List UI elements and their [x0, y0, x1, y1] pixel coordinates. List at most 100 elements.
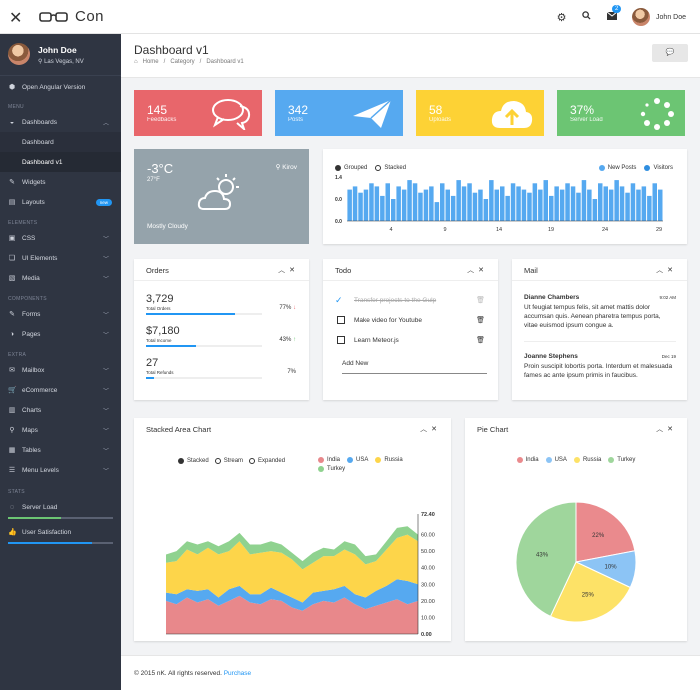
card-controls[interactable]: ︿✕ — [420, 424, 441, 434]
section-menu: MENU — [8, 104, 24, 110]
sidebar-item-tables[interactable]: ▦ Tables ﹀ — [0, 440, 121, 460]
legend-stacked[interactable]: Stacked — [375, 165, 406, 171]
todo-item[interactable]: Make video for Youtube 🗑 — [335, 312, 485, 328]
order-pct-text: 7% — [287, 369, 296, 375]
card-controls[interactable]: ︿✕ — [656, 265, 677, 275]
mail-item[interactable]: Dianne Chambers 9:02 AM Ut feugiat tempu… — [524, 294, 676, 330]
checkbox[interactable] — [337, 336, 345, 344]
chevron-up-icon[interactable]: ︿ — [656, 267, 668, 274]
sidebar-item-layouts[interactable]: ▤ Layouts new — [0, 192, 121, 212]
sidebar-item-dashboard-v1[interactable]: Dashboard v1 — [0, 152, 121, 172]
sidebar-item-dashboards[interactable]: ◒ Dashboards ︿ — [0, 112, 121, 132]
todo-item[interactable]: Learn Meteor.js 🗑 — [335, 332, 485, 348]
sidebar-item-open-angular[interactable]: ⬢ Open Angular Version — [0, 77, 121, 97]
legend-item[interactable]: India — [516, 457, 539, 463]
slice-label: 10% — [605, 564, 618, 570]
bar — [347, 189, 352, 221]
legend-item[interactable]: India — [318, 457, 340, 463]
tile-uploads[interactable]: 58 Uploads — [416, 90, 544, 136]
legend-item[interactable]: Turkey — [318, 466, 345, 472]
todo-item[interactable]: ✓ Transfer projects to the Gulp 🗑 — [335, 292, 485, 308]
purchase-link[interactable]: Purchase — [223, 670, 252, 677]
sidebar-item-mailbox[interactable]: ✉ Mailbox ﹀ — [0, 360, 121, 380]
legend-dot — [608, 457, 615, 463]
legend-visitors[interactable]: Visitors — [644, 165, 673, 171]
close-icon[interactable]: ✕ — [667, 426, 677, 433]
checkmark-icon[interactable]: ✓ — [335, 294, 343, 305]
sidebar-item-label: Media — [22, 274, 40, 282]
chat-button[interactable]: 💬 — [652, 44, 688, 62]
sidebar-item-ui-elements[interactable]: ❏ UI Elements ﹀ — [0, 248, 121, 268]
sidebar-item-css[interactable]: ▣ CSS ﹀ — [0, 228, 121, 248]
tile-posts[interactable]: 342 Posts — [275, 90, 403, 136]
sidebar-item-media[interactable]: ▧ Media ﹀ — [0, 268, 121, 288]
checkbox[interactable] — [337, 316, 345, 324]
legend-item[interactable]: Turkey — [608, 457, 635, 463]
bar — [608, 189, 614, 221]
chevron-up-icon[interactable]: ︿ — [467, 267, 479, 274]
slice-label: 43% — [536, 552, 549, 558]
chevron-up-icon[interactable]: ︿ — [278, 267, 290, 274]
mode-stream[interactable]: Stream — [214, 458, 243, 464]
page-title: Dashboard v1 — [134, 43, 209, 57]
sidebar-item-charts[interactable]: ▥ Charts ﹀ — [0, 400, 121, 420]
close-icon[interactable]: ✕ — [667, 267, 677, 274]
legend-item[interactable]: Russia — [375, 457, 403, 463]
close-icon[interactable]: ✕ — [9, 10, 23, 27]
pie-slice — [515, 501, 577, 617]
radio-selected-icon — [335, 165, 341, 171]
add-new-input[interactable]: Add New — [342, 360, 487, 374]
trash-icon[interactable]: 🗑 — [476, 337, 485, 344]
sidebar-item-forms[interactable]: ✎ Forms ﹀ — [0, 304, 121, 324]
tile-server-load[interactable]: 37% Server Load — [557, 90, 685, 136]
mode-stacked[interactable]: Stacked — [178, 458, 209, 464]
legend-label: Russia — [582, 457, 602, 463]
sidebar-item-dashboard[interactable]: Dashboard — [0, 132, 121, 152]
breadcrumb-home[interactable]: Home — [142, 59, 159, 65]
sidebar-item-pages[interactable]: ◑ Pages ﹀ — [0, 324, 121, 344]
sidebar-profile[interactable]: John Doe ⚲ Las Vegas, NV — [0, 34, 121, 76]
close-icon[interactable]: ✕ — [478, 267, 488, 274]
card-title: Stacked Area Chart — [146, 425, 212, 434]
todo-card: Todo ︿✕ ✓ Transfer projects to the Gulp 🗑… — [323, 259, 498, 400]
sidebar-item-label: Open Angular Version — [22, 83, 86, 91]
close-icon[interactable]: ✕ — [431, 426, 441, 433]
tile-feedbacks[interactable]: 145 Feedbacks — [134, 90, 262, 136]
section-components: COMPONENTS — [8, 296, 47, 302]
legend-dot — [598, 165, 605, 171]
mail-icon[interactable]: 2 — [599, 5, 624, 23]
user-menu[interactable]: John Doe — [632, 8, 686, 26]
card-controls[interactable]: ︿✕ — [278, 265, 299, 275]
bar — [636, 189, 641, 221]
close-icon[interactable]: ✕ — [289, 267, 299, 274]
mail-time: 9:02 AM — [659, 295, 676, 300]
chevron-up-icon[interactable]: ︿ — [656, 426, 668, 433]
card-controls[interactable]: ︿✕ — [656, 424, 677, 434]
trash-icon[interactable]: 🗑 — [476, 297, 485, 304]
legend-new-posts[interactable]: New Posts — [598, 165, 636, 171]
pie-slice — [575, 501, 636, 563]
order-progress-fill — [146, 313, 236, 315]
pie-slice — [549, 561, 631, 623]
legend-item[interactable]: Russia — [573, 457, 602, 463]
bar — [450, 195, 456, 221]
mode-expanded[interactable]: Expanded — [249, 458, 285, 464]
legend-item[interactable]: USA — [545, 457, 567, 463]
bar — [380, 195, 385, 221]
legend-item[interactable]: USA — [347, 457, 368, 463]
sidebar-item-widgets[interactable]: ✎ Widgets — [0, 172, 121, 192]
legend-grouped[interactable]: Grouped — [335, 165, 367, 171]
breadcrumb-category[interactable]: Category — [170, 59, 195, 65]
sidebar-item-menu-levels[interactable]: ☰ Menu Levels ﹀ — [0, 460, 121, 480]
chevron-up-icon[interactable]: ︿ — [420, 426, 432, 433]
mail-item[interactable]: Joanne Stephens Dec 19 Proin suscipit lo… — [524, 353, 676, 380]
app-logo[interactable]: Con — [39, 8, 104, 25]
mail-body: Proin suscipit lobortis porta. Interdum … — [524, 363, 673, 379]
card-controls[interactable]: ︿✕ — [467, 265, 488, 275]
gear-icon[interactable]: ⚙ — [556, 11, 567, 24]
search-icon[interactable] — [574, 11, 599, 23]
sidebar-item-label: Dashboard — [22, 138, 54, 146]
trash-icon[interactable]: 🗑 — [476, 317, 485, 324]
sidebar-item-ecommerce[interactable]: 🛒 eCommerce ﹀ — [0, 380, 121, 400]
sidebar-item-maps[interactable]: ⚲ Maps ﹀ — [0, 420, 121, 440]
